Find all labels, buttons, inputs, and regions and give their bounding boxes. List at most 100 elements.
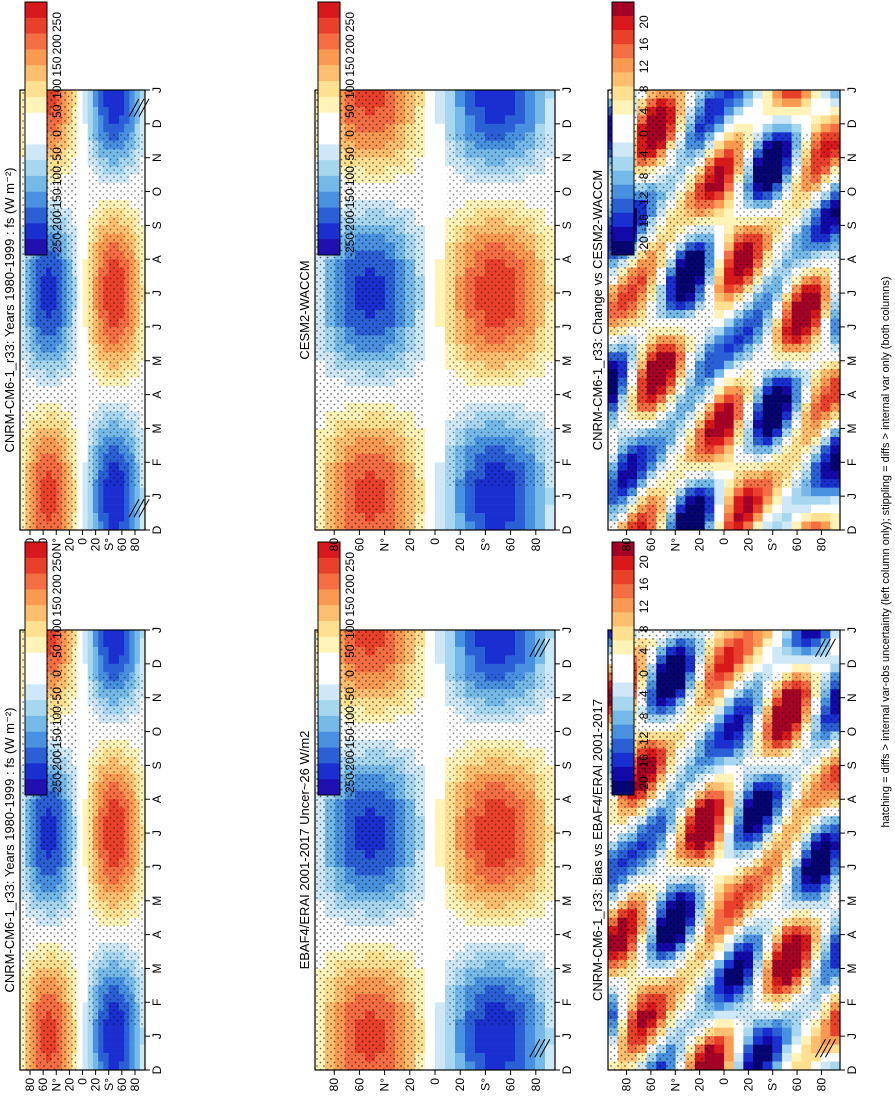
- heatmap-cell: [82, 394, 89, 404]
- colorbar-tick-label: -50: [343, 687, 357, 705]
- heatmap-cell: [445, 115, 456, 125]
- heatmap-cell: [475, 1036, 486, 1045]
- heatmap-cell: [103, 655, 109, 665]
- heatmap-cell: [525, 638, 536, 648]
- heatmap-cell: [87, 115, 94, 125]
- heatmap-cell: [435, 790, 446, 800]
- heatmap-cell: [103, 513, 109, 522]
- heatmap-cell: [455, 115, 466, 125]
- heatmap-cell: [92, 663, 99, 673]
- heatmap-cell: [435, 875, 446, 885]
- heatmap-cell: [118, 98, 125, 108]
- heatmap-cell: [425, 917, 436, 927]
- heatmap-cell: [139, 630, 146, 639]
- heatmap-cell: [485, 655, 496, 665]
- colorbar-swatch: [318, 731, 340, 748]
- heatmap-cell: [82, 216, 89, 226]
- heatmap-cell: [82, 756, 89, 766]
- heatmap-cell: [435, 132, 446, 142]
- heatmap-cell: [465, 123, 476, 133]
- heatmap-cell: [82, 993, 89, 1003]
- heatmap-cell: [124, 655, 130, 665]
- heatmap-cell: [435, 284, 446, 294]
- colorbar-swatch: [318, 557, 340, 574]
- heatmap-cell: [87, 487, 94, 497]
- heatmap-cell: [82, 638, 89, 648]
- heatmap-cell: [129, 98, 135, 108]
- heatmap-cell: [139, 646, 146, 656]
- month-tick-label: M: [150, 356, 164, 366]
- heatmap-cell: [77, 453, 83, 463]
- heatmap-cell: [82, 841, 89, 851]
- heatmap-cell: [129, 630, 135, 639]
- heatmap-cell: [124, 1053, 130, 1062]
- heatmap-cell: [134, 521, 141, 531]
- heatmap-cell: [129, 521, 135, 531]
- heatmap-cell: [515, 655, 526, 665]
- month-tick-label: F: [150, 459, 164, 466]
- colorbar-tick-label: -200: [343, 750, 357, 774]
- heatmap-cell: [495, 1053, 506, 1062]
- heatmap-cell: [113, 1036, 120, 1045]
- colorbar-swatch: [25, 621, 47, 638]
- heatmap-cell: [425, 123, 436, 133]
- heatmap-cell: [425, 343, 436, 353]
- heatmap-cell: [82, 343, 89, 353]
- heatmap-cell: [435, 697, 446, 707]
- heatmap-cell: [82, 883, 89, 893]
- heatmap-cell: [425, 326, 436, 336]
- heatmap-cell: [77, 782, 83, 792]
- colorbar-swatch: [25, 2, 47, 19]
- colorbar-swatch: [25, 81, 47, 98]
- heatmap-cell: [77, 183, 83, 192]
- heatmap-cell: [445, 1053, 456, 1062]
- heatmap-cell: [98, 90, 104, 99]
- heatmap-cell: [87, 521, 94, 531]
- heatmap-cell: [495, 1036, 506, 1045]
- heatmap-cell: [505, 1053, 516, 1062]
- heatmap-cell: [425, 866, 436, 876]
- heatmap-cell: [435, 731, 446, 741]
- heatmap-cell: [139, 655, 146, 665]
- lat-tick-label: S°: [102, 538, 116, 551]
- heatmap-cell: [134, 1036, 141, 1045]
- colorbar-tick-label: 0: [50, 670, 64, 677]
- heatmap-cell: [425, 521, 436, 531]
- heatmap-cell: [435, 909, 446, 918]
- heatmap-cell: [87, 123, 94, 133]
- heatmap-cell: [124, 646, 130, 656]
- heatmap-cell: [92, 655, 99, 665]
- heatmap-cell: [82, 369, 89, 378]
- heatmap-cell: [124, 106, 130, 116]
- month-tick-label: M: [150, 896, 164, 906]
- heatmap-cell: [435, 1027, 446, 1037]
- colorbar-swatch: [25, 715, 47, 733]
- heatmap-cell: [465, 98, 476, 108]
- heatmap-cell: [82, 748, 89, 758]
- heatmap-cell: [134, 123, 141, 133]
- colorbar-swatch: [25, 573, 47, 590]
- heatmap-cell: [82, 352, 89, 362]
- heatmap-cell: [435, 833, 446, 842]
- month-tick-label: O: [150, 187, 164, 196]
- colorbar-swatch: [318, 747, 340, 764]
- heatmap-cell: [505, 496, 516, 505]
- heatmap-cell: [103, 487, 109, 497]
- heatmap-cell: [455, 630, 466, 639]
- heatmap-cell: [535, 655, 546, 665]
- heatmap-cell: [425, 310, 436, 319]
- heatmap-cell: [465, 504, 476, 514]
- colorbar-swatch: [25, 223, 47, 240]
- heatmap-cell: [129, 123, 135, 133]
- heatmap-cell: [77, 824, 83, 834]
- heatmap-cell: [435, 174, 446, 184]
- heatmap-cell: [495, 1027, 506, 1037]
- heatmap-cell: [77, 1019, 83, 1028]
- heatmap-cell: [82, 782, 89, 792]
- heatmap-cell: [98, 663, 104, 673]
- heatmap-cell: [87, 106, 94, 116]
- heatmap-cell: [103, 115, 109, 125]
- heatmap-cell: [475, 663, 486, 673]
- heatmap-cell: [77, 1044, 83, 1054]
- month-tick-label: D: [560, 1065, 574, 1074]
